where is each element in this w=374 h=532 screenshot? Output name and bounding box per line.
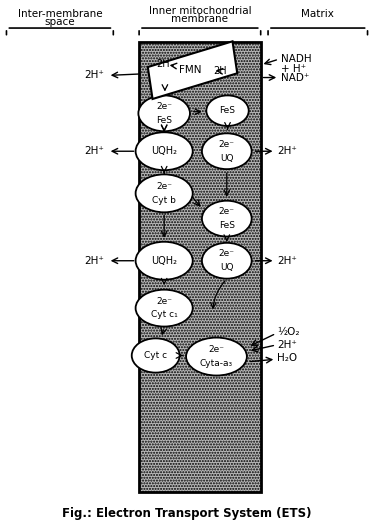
Text: 2e⁻: 2e⁻	[156, 182, 172, 191]
Text: Fig.: Electron Transport System (ETS): Fig.: Electron Transport System (ETS)	[62, 507, 312, 520]
Ellipse shape	[138, 95, 190, 131]
Text: space: space	[45, 17, 75, 27]
Ellipse shape	[186, 338, 247, 376]
Ellipse shape	[202, 134, 252, 169]
Text: Cyta-a₃: Cyta-a₃	[200, 359, 233, 368]
Text: FeS: FeS	[219, 221, 235, 230]
Text: ½O₂: ½O₂	[277, 327, 300, 337]
Ellipse shape	[206, 95, 249, 126]
Text: Inter-membrane: Inter-membrane	[18, 10, 102, 19]
Text: Inner mitochondrial: Inner mitochondrial	[148, 6, 251, 15]
Text: 2H⁺: 2H⁺	[277, 146, 297, 156]
Text: Matrix: Matrix	[301, 10, 334, 19]
Text: 2e⁻: 2e⁻	[219, 207, 235, 217]
Text: Cyt c₁: Cyt c₁	[151, 311, 178, 319]
Text: 2H⁺: 2H⁺	[277, 340, 297, 350]
Text: + H⁺: + H⁺	[281, 64, 306, 73]
Ellipse shape	[136, 174, 193, 212]
Polygon shape	[148, 41, 237, 99]
Text: 2H⁺: 2H⁺	[84, 146, 104, 156]
Text: UQ: UQ	[220, 263, 233, 272]
Text: 2e⁻: 2e⁻	[208, 345, 224, 354]
Ellipse shape	[136, 290, 193, 327]
Text: Cyt b: Cyt b	[152, 196, 176, 205]
Ellipse shape	[136, 242, 193, 280]
Text: membrane: membrane	[171, 14, 229, 23]
Text: FeS: FeS	[220, 106, 236, 115]
Text: 2e⁻: 2e⁻	[219, 250, 235, 259]
Ellipse shape	[202, 243, 252, 279]
Text: FMN: FMN	[180, 65, 202, 75]
Text: 2e⁻: 2e⁻	[156, 102, 172, 111]
Text: NADH: NADH	[281, 54, 312, 64]
Text: 2e⁻: 2e⁻	[156, 297, 172, 306]
Text: Cyt c: Cyt c	[144, 351, 167, 360]
Text: UQH₂: UQH₂	[151, 146, 177, 156]
Ellipse shape	[136, 132, 193, 170]
Text: UQH₂: UQH₂	[151, 256, 177, 266]
Text: 2H: 2H	[156, 60, 170, 69]
Text: UQ: UQ	[220, 154, 233, 163]
Ellipse shape	[132, 338, 180, 372]
Text: NAD⁺: NAD⁺	[281, 73, 309, 83]
Text: FeS: FeS	[156, 115, 172, 124]
Ellipse shape	[202, 201, 252, 237]
Text: 2H⁺: 2H⁺	[84, 70, 104, 80]
Text: 2H⁺: 2H⁺	[277, 256, 297, 266]
Text: H₂O: H₂O	[277, 353, 297, 363]
Bar	[139, 42, 261, 493]
Text: 2H⁺: 2H⁺	[84, 256, 104, 266]
Text: 2H: 2H	[213, 66, 227, 76]
Text: 2e⁻: 2e⁻	[219, 140, 235, 149]
